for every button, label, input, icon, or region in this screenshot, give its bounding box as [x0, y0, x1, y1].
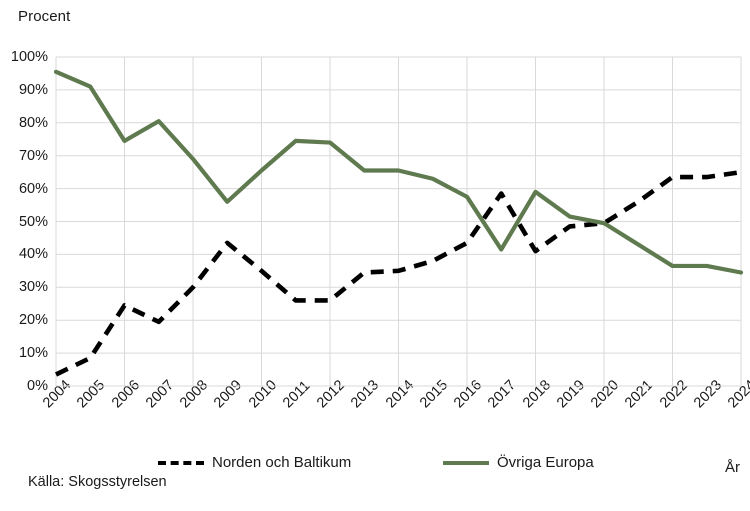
series-line-norden-och-baltikum [55, 169, 742, 377]
source-note: Källa: Skogsstyrelsen [28, 474, 167, 490]
legend-swatch-solid-line [443, 460, 489, 465]
legend-swatch-dashed-line [158, 460, 204, 465]
series-line-vriga-europa [53, 69, 744, 275]
legend-item-ovriga-europa[interactable]: Övriga Europa [443, 454, 594, 471]
legend-label-ovriga-europa: Övriga Europa [497, 454, 594, 471]
x-axis-title: År [725, 459, 740, 476]
legend-label-norden-och-baltikum: Norden och Baltikum [212, 454, 352, 471]
chart-legend: Norden och Baltikum Övriga Europa [0, 452, 750, 480]
gridlines [55, 56, 742, 387]
legend-item-norden-och-baltikum[interactable]: Norden och Baltikum [158, 454, 351, 471]
y-axis-title: Procent [18, 8, 71, 25]
